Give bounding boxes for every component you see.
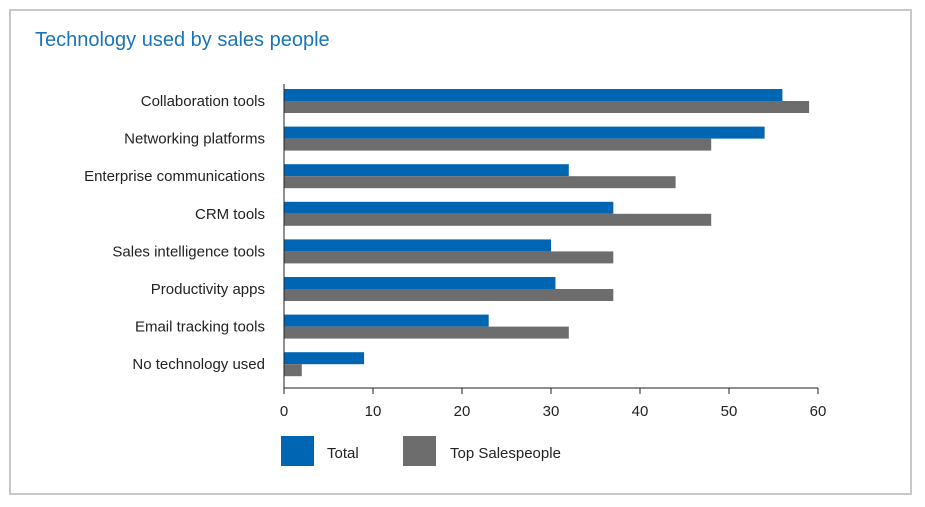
legend-label: Total: [327, 445, 359, 462]
category-label: No technology used: [132, 356, 265, 373]
bar-top-salespeople: [284, 101, 810, 113]
x-tick-label: 50: [721, 403, 738, 420]
bar-total: [284, 277, 556, 289]
category-label: Email tracking tools: [135, 319, 265, 336]
legend-swatch: [281, 436, 314, 466]
category-label: Networking platforms: [124, 131, 265, 148]
x-tick-label: 20: [454, 403, 471, 420]
category-label: Enterprise communications: [84, 168, 265, 185]
bar-top-salespeople: [284, 138, 712, 151]
category-label: Sales intelligence tools: [112, 243, 265, 260]
x-tick-label: 40: [632, 403, 649, 420]
x-tick-label: 10: [365, 403, 382, 420]
bar-top-salespeople: [284, 289, 614, 301]
bar-top-salespeople: [284, 326, 569, 339]
bar-total: [284, 164, 569, 177]
legend-label: Top Salespeople: [450, 445, 561, 462]
bar-top-salespeople: [284, 213, 712, 226]
legend-swatch: [403, 436, 436, 466]
bar-top-salespeople: [284, 251, 614, 264]
category-label: Collaboration tools: [141, 93, 265, 110]
category-label: Productivity apps: [151, 281, 265, 298]
bar-total: [284, 239, 551, 252]
bar-total: [284, 201, 614, 214]
chart-title: Technology used by sales people: [35, 29, 330, 51]
x-tick-label: 30: [543, 403, 560, 420]
x-tick-label: 60: [810, 403, 827, 420]
x-tick-label: 0: [280, 403, 288, 420]
bar-total: [284, 126, 765, 139]
bar-total: [284, 89, 783, 101]
bar-total: [284, 314, 489, 327]
bar-top-salespeople: [284, 176, 676, 189]
category-label: CRM tools: [195, 206, 265, 223]
bar-top-salespeople: [284, 364, 302, 377]
bar-total: [284, 352, 365, 365]
